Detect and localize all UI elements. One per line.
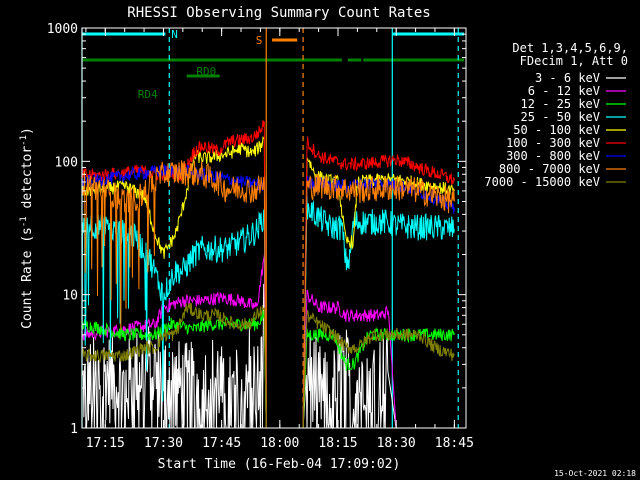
x-tick-label: 18:30 — [377, 436, 416, 451]
legend-header-2: FDecim 1, Att 0 — [520, 54, 628, 68]
flag-bars: N S RD0 RD4 — [82, 28, 465, 101]
x-axis-label: Start Time (16-Feb-04 17:09:02) — [158, 457, 401, 472]
legend: Det 1,3,4,5,6,9, FDecim 1, Att 0 3 - 6 k… — [484, 41, 628, 189]
legend-entry-label: 300 - 800 keV — [506, 149, 600, 163]
y-tick-label: 10 — [62, 289, 78, 304]
plot-frame — [81, 27, 467, 429]
chart-title: RHESSI Observing Summary Count Rates — [127, 5, 430, 21]
x-tick-label: 17:15 — [86, 436, 125, 451]
y-axis-label: Count Rate (s-1 detector-1) — [19, 127, 35, 329]
x-tick-label: 17:30 — [144, 436, 183, 451]
legend-entry-label: 50 - 100 keV — [513, 123, 600, 137]
flag-label: S — [256, 34, 263, 47]
legend-entry-label: 25 - 50 keV — [521, 110, 600, 124]
y-axis-label-mid: detector — [20, 146, 35, 217]
y-axis-label-sup2: -1 — [19, 135, 29, 146]
flag-label: RD0 — [196, 65, 216, 78]
x-tick-label: 18:15 — [318, 436, 357, 451]
y-axis-label-main: Count Rate (s — [20, 227, 35, 329]
y-axis-label-sup1: -1 — [19, 216, 29, 227]
footer-timestamp: 15-Oct-2021 02:18 — [554, 469, 636, 478]
legend-header-1: Det 1,3,4,5,6,9, — [512, 41, 628, 55]
legend-entry-label: 3 - 6 keV — [535, 71, 600, 85]
flag-label: RD4 — [138, 88, 158, 101]
legend-entry-label: 6 - 12 keV — [528, 84, 600, 98]
legend-entry-label: 800 - 7000 keV — [499, 162, 600, 176]
flag-label: N — [171, 28, 178, 41]
y-axis-label-end: ) — [20, 127, 35, 135]
x-tick-label: 18:45 — [435, 436, 474, 451]
x-tick-label: 17:45 — [202, 436, 241, 451]
y-tick-label: 100 — [55, 155, 78, 170]
legend-entry-label: 12 - 25 keV — [521, 97, 600, 111]
y-tick-label: 1000 — [47, 22, 78, 37]
legend-entry-label: 100 - 300 keV — [506, 136, 600, 150]
y-tick-label: 1 — [70, 422, 78, 437]
x-tick-label: 18:00 — [260, 436, 299, 451]
y-axis: 1 10 100 1000 — [47, 22, 466, 437]
legend-entry-label: 7000 - 15000 keV — [484, 175, 600, 189]
x-axis: 17:15 17:30 17:45 18:00 18:15 18:30 18:45 — [85, 28, 474, 451]
